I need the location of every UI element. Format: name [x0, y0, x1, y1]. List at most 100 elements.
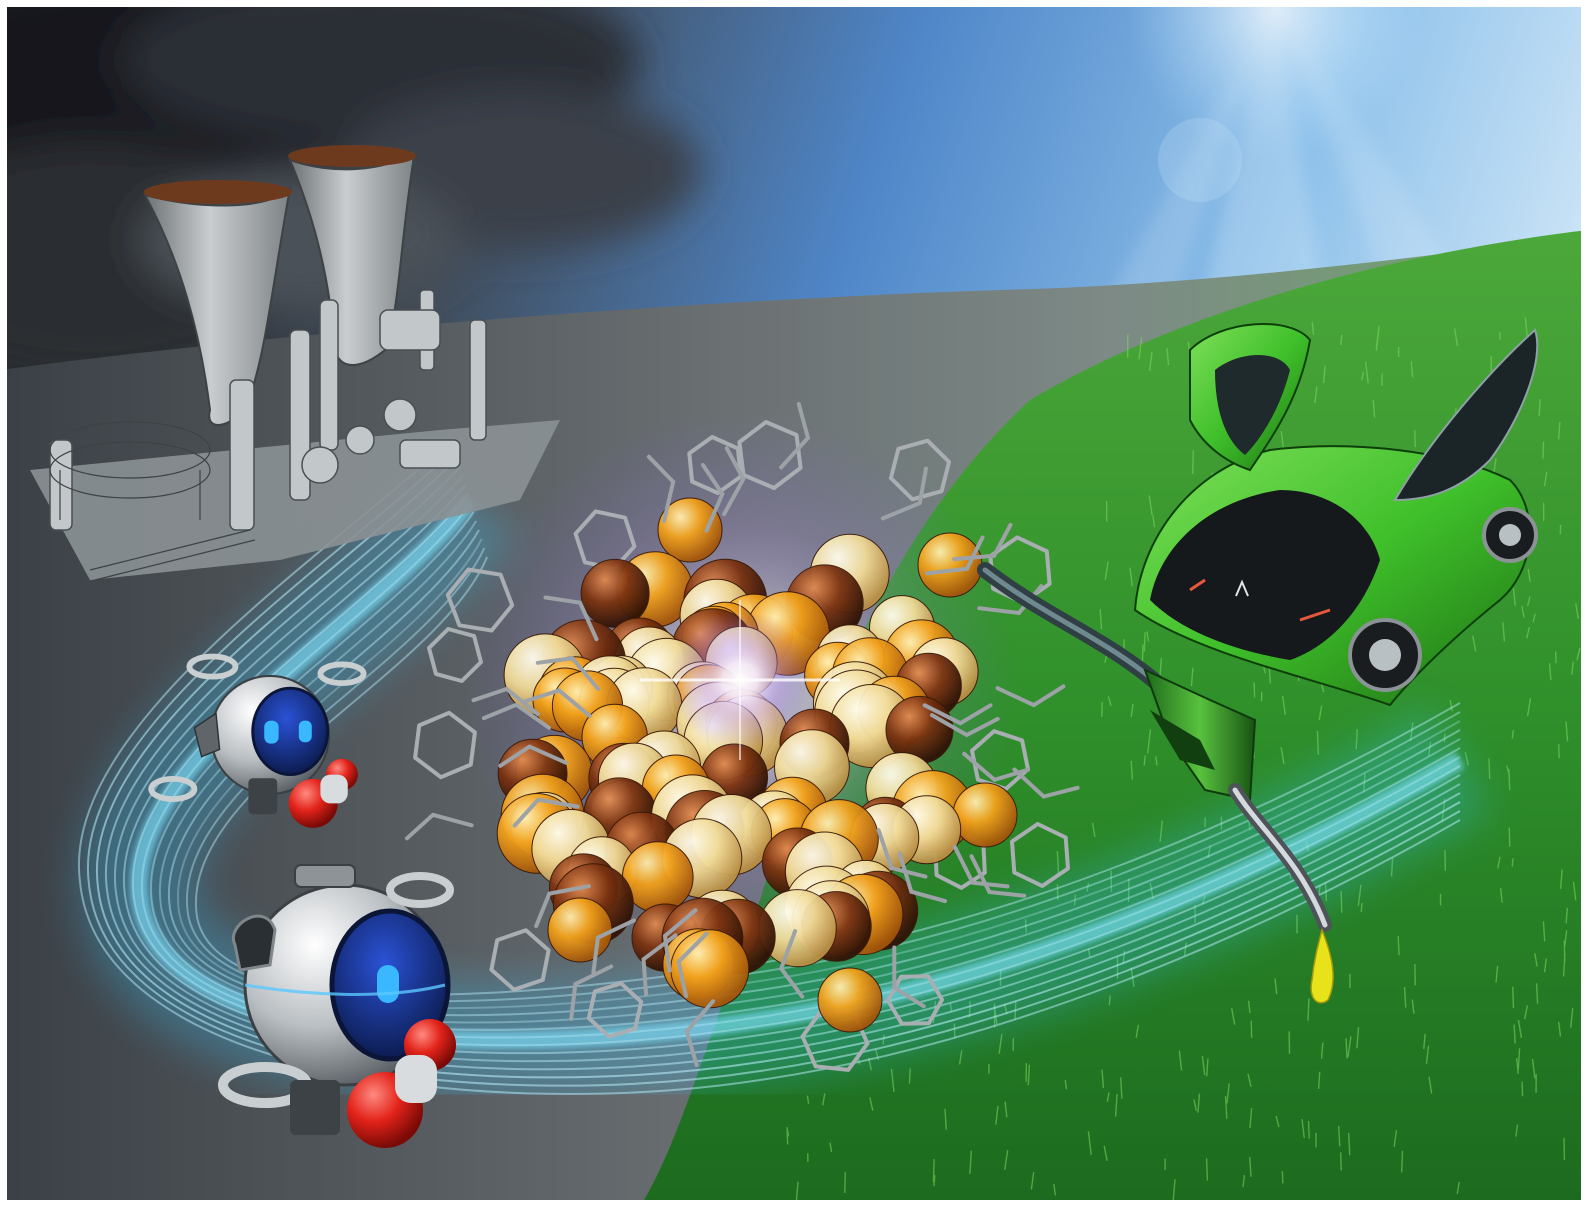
fuel-drop	[1310, 927, 1334, 1004]
grass-blade	[1314, 386, 1318, 404]
ligand-stick	[876, 828, 928, 879]
grass-blade	[1572, 881, 1577, 901]
grass-blade	[998, 1033, 1003, 1054]
grass-blade	[1397, 935, 1400, 956]
grass-blade	[1548, 663, 1552, 681]
grass-blade	[1108, 995, 1111, 1006]
atom	[952, 782, 1018, 848]
ligand-stick	[405, 812, 474, 841]
grass-blade	[829, 1142, 833, 1153]
ligand-stick	[498, 744, 569, 768]
grass-blade	[1372, 399, 1376, 418]
grass-blade	[1511, 729, 1514, 739]
ligand-stick	[481, 702, 551, 730]
tower-rim	[288, 145, 416, 167]
grass-blade	[890, 1068, 895, 1092]
grass-blade	[1513, 1024, 1516, 1044]
ligand-stick	[646, 454, 676, 523]
grass-blade	[1307, 1120, 1310, 1139]
grass-blade	[1155, 756, 1158, 766]
grass-blade	[1249, 1108, 1253, 1129]
grass-blade	[932, 1158, 935, 1183]
atom	[917, 532, 983, 598]
robot-face	[251, 686, 330, 777]
sun-rays	[1090, 0, 1460, 340]
ligand-ring	[427, 627, 483, 683]
ligand-stick	[778, 929, 805, 999]
ligand-sticks	[405, 402, 1080, 1067]
grass-blade	[1281, 695, 1286, 715]
grass-blade	[995, 1105, 999, 1125]
ligand-stick	[722, 446, 746, 517]
ligand-stick	[512, 797, 580, 828]
grass-blade	[1027, 1064, 1031, 1086]
grass-blade	[806, 1095, 810, 1104]
ligand-stick	[523, 688, 592, 718]
grass-blade	[1152, 515, 1156, 528]
grass-blade	[1526, 596, 1531, 607]
grass-blade	[1138, 337, 1143, 360]
grass-blade	[1542, 921, 1546, 942]
grass-blade	[1320, 1042, 1324, 1059]
grass-blade	[1565, 721, 1569, 742]
grass-blade	[1355, 729, 1358, 750]
fuel-nozzle	[977, 562, 1332, 932]
ligand-stick	[569, 964, 614, 1021]
grass-blade	[1146, 631, 1150, 642]
grass-blade	[822, 1093, 826, 1106]
grass-blade	[1172, 1179, 1176, 1202]
ligand-ring	[489, 928, 551, 992]
grass-blade	[1318, 705, 1323, 721]
grass-blade	[1201, 1055, 1206, 1076]
grass-blade	[1274, 978, 1278, 995]
grass-blade	[1472, 635, 1477, 652]
grass-blade	[1543, 958, 1547, 973]
grass-blade	[1526, 626, 1531, 639]
grass-blade	[1143, 755, 1146, 766]
refinery-scaffold	[49, 421, 256, 581]
grass-blade	[1101, 1069, 1105, 1089]
grass-blade	[1106, 1092, 1110, 1102]
grass-blade	[1301, 1119, 1305, 1139]
robot-eye	[377, 965, 399, 1003]
ligand-stick	[662, 908, 698, 973]
grass-blade	[1275, 1115, 1280, 1128]
grass-blade	[1280, 747, 1285, 765]
ligand-ring	[413, 710, 477, 780]
grass-blade	[1130, 703, 1134, 718]
ligand-ring	[445, 567, 515, 633]
grass-blade	[1414, 429, 1416, 448]
grass-blade	[1515, 1124, 1519, 1137]
grass-blade	[1364, 362, 1369, 384]
ligand-ring	[988, 535, 1052, 605]
grass-blade	[1129, 567, 1134, 587]
grass-blade	[1393, 1130, 1398, 1147]
grass-blade	[1316, 730, 1320, 755]
grass-blade	[1143, 632, 1146, 652]
grass-blade	[1087, 1131, 1092, 1155]
ligand-stick	[684, 999, 716, 1067]
grass-blade	[1560, 869, 1563, 890]
grass-blade	[1120, 1077, 1123, 1099]
grass-blade	[908, 1068, 911, 1084]
grass-blade	[1527, 568, 1531, 582]
grass-blade	[1004, 1101, 1008, 1118]
grass-blade	[1570, 1008, 1574, 1028]
grass-blade	[1517, 1019, 1523, 1039]
grass-blade	[1360, 371, 1365, 381]
grass-blade	[1053, 1183, 1057, 1196]
grass-blade	[1191, 450, 1195, 474]
grass-blade	[1345, 1038, 1348, 1059]
grass-blade	[1226, 1083, 1230, 1104]
atom	[657, 497, 723, 563]
grass-blade	[1340, 891, 1343, 913]
atom	[670, 929, 750, 1009]
grass-blade	[958, 1050, 963, 1065]
grass-blade	[933, 1175, 936, 1187]
ligand-stick	[543, 595, 599, 642]
grass-blade	[1400, 1150, 1404, 1173]
grass-blade	[1526, 698, 1532, 717]
ligand-stick	[591, 918, 636, 975]
